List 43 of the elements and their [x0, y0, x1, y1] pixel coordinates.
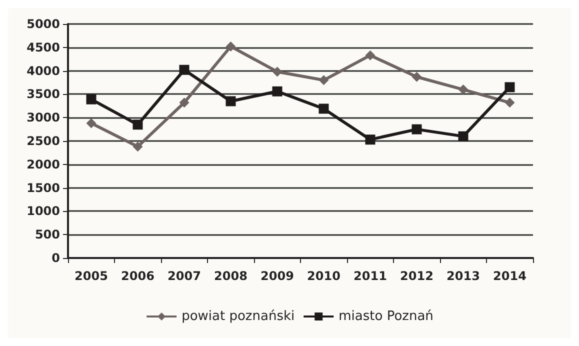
point	[179, 98, 190, 108]
point	[504, 98, 515, 108]
y-tick-label: 5000	[26, 17, 60, 31]
point	[272, 86, 282, 96]
x-tick-label: 2012	[400, 269, 434, 283]
point	[132, 142, 143, 152]
point	[458, 84, 468, 95]
point	[86, 118, 96, 128]
y-tick-label: 3000	[26, 110, 60, 125]
point	[272, 66, 282, 77]
x-tick-label: 2005	[74, 269, 108, 283]
x-tick-label: 2007	[168, 269, 201, 283]
x-tick-label: 2013	[446, 269, 480, 283]
y-tick-label: 2500	[26, 134, 60, 148]
x-tick-label: 2011	[354, 269, 387, 283]
legend-label: powiat poznański	[182, 309, 295, 324]
point	[226, 41, 236, 52]
y-tick-label: 500	[34, 228, 60, 242]
x-tick-label: 2009	[260, 269, 294, 283]
point	[318, 75, 329, 86]
y-tick-label: 2000	[26, 157, 60, 172]
y-tick-label: 4500	[26, 40, 60, 54]
x-tick-label: 2006	[121, 269, 154, 283]
point	[412, 124, 422, 134]
point	[179, 64, 190, 75]
x-tick-label: 2014	[493, 269, 526, 283]
y-tick-label: 1500	[26, 180, 60, 195]
point	[86, 94, 96, 104]
point	[412, 72, 422, 82]
point	[504, 82, 515, 92]
x-tick-label: 2010	[307, 269, 340, 283]
point	[318, 104, 329, 114]
point	[226, 96, 236, 106]
y-tick-label: 0	[52, 251, 60, 265]
y-tick-label: 4000	[26, 64, 60, 78]
x-tick-label: 2008	[214, 269, 248, 283]
legend-label: miasto Poznań	[338, 309, 434, 324]
point	[458, 131, 468, 142]
y-tick-label: 3500	[26, 87, 60, 102]
y-tick-label: 1000	[26, 204, 60, 218]
point	[132, 120, 143, 130]
point	[365, 50, 376, 60]
point	[365, 134, 376, 145]
